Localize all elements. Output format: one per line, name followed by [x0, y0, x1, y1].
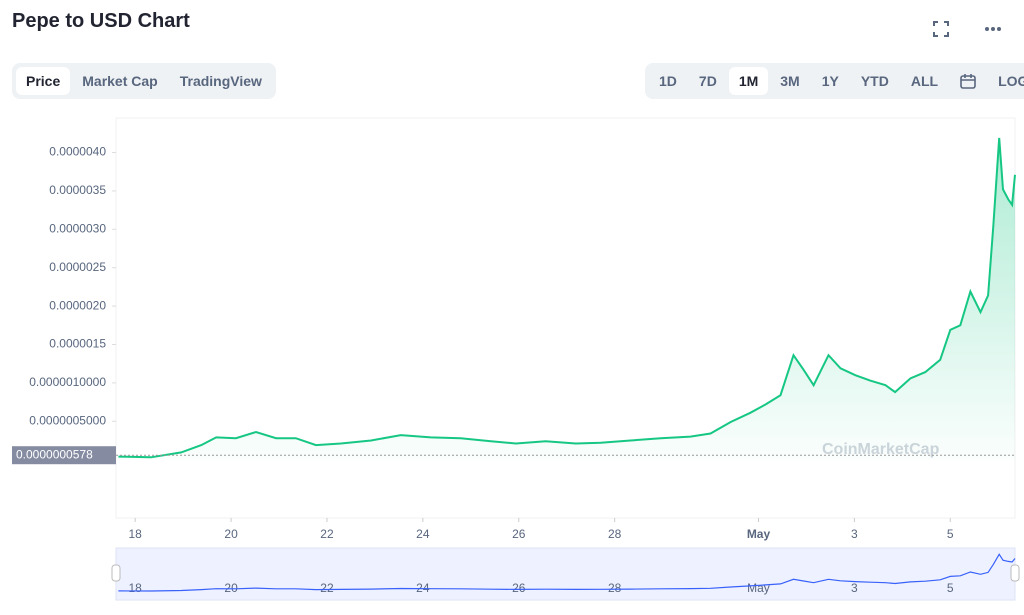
price-label-box [12, 446, 116, 465]
range-tab[interactable]: 3M [780, 73, 800, 89]
x-tick-label: 5 [947, 527, 954, 541]
navigator-tick-label: 18 [128, 581, 142, 595]
y-tick-label: 0.0000030 [49, 221, 106, 235]
x-tick-label: 24 [416, 527, 430, 541]
navigator-tick-label: 20 [224, 581, 238, 595]
range-tab[interactable]: YTD [860, 73, 889, 89]
navigator-tick-label: 22 [320, 581, 334, 595]
navigator-tick-label: 3 [851, 581, 858, 595]
y-tick-label: 0.0000005000 [29, 413, 106, 427]
calendar-icon [960, 74, 976, 89]
y-tick-label: 0.0000035 [49, 183, 106, 197]
more-icon[interactable] [985, 27, 1001, 31]
y-tick-label: 0.0000010000 [29, 375, 106, 389]
range-tab[interactable]: ALL [910, 73, 939, 89]
title: Pepe to USD Chart [12, 10, 190, 32]
navigator-line [118, 553, 1016, 592]
range-tab[interactable]: 1M [728, 67, 769, 95]
range-tab[interactable]: 1D [659, 73, 677, 89]
price-line [118, 137, 1016, 459]
navigator[interactable] [115, 547, 1016, 601]
view-tab[interactable]: Market Cap [82, 73, 158, 89]
navigator-handle[interactable] [1010, 564, 1020, 582]
range-tabs: 1D 7D 1M 3M 1Y YTD ALL LOG [645, 63, 1024, 99]
view-tabs: Price Market Cap TradingView [12, 63, 276, 99]
range-tab[interactable]: 7D [698, 73, 717, 89]
y-tick-label: 0.0000020 [49, 298, 106, 312]
navigator-tick-label: 5 [947, 581, 954, 595]
view-tab[interactable]: Price [16, 67, 71, 95]
x-tick-label: May [747, 527, 771, 541]
navigator-tick-label: May [747, 581, 770, 595]
x-tick-label: 3 [851, 527, 858, 541]
navigator-tick-label: 26 [512, 581, 526, 595]
y-tick-label: 0.0000025 [49, 260, 106, 274]
x-tick-label: 20 [224, 527, 238, 541]
y-tick-label: 0.0000015 [49, 337, 106, 351]
range-tab[interactable]: 1Y [821, 73, 839, 89]
log-button[interactable]: LOG [998, 73, 1024, 89]
x-tick-label: 22 [320, 527, 334, 541]
y-tick-label: 0.0000040 [49, 145, 106, 159]
price-label: 0.0000000578 [16, 447, 93, 461]
x-tick-label: 26 [512, 527, 526, 541]
price-area [118, 138, 1015, 460]
x-tick-label: 18 [128, 527, 142, 541]
navigator-handle[interactable] [111, 564, 121, 582]
navigator-tick-label: 28 [608, 581, 622, 595]
x-tick-label: 28 [608, 527, 622, 541]
view-tab[interactable]: TradingView [179, 73, 262, 89]
fullscreen-icon[interactable] [933, 21, 949, 37]
calendar-button[interactable] [950, 67, 986, 95]
